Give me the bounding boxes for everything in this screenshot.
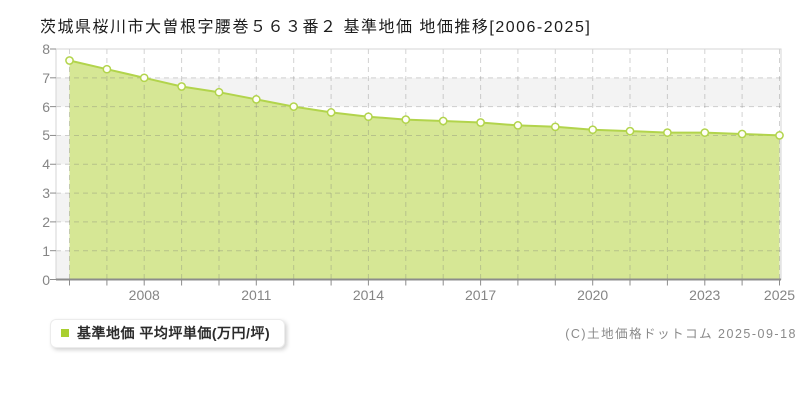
legend-label: 基準地価 平均坪単価(万円/坪) [77, 325, 271, 341]
data-point-2011 [251, 95, 261, 104]
y-axis-label: 4 [42, 156, 50, 173]
y-axis-label: 1 [42, 242, 50, 259]
data-point-2016 [438, 116, 448, 126]
y-axis-label: 6 [42, 98, 50, 115]
data-points [65, 56, 784, 140]
x-axis-label: 2020 [577, 286, 609, 303]
data-point-2023 [700, 128, 710, 137]
data-point-2007 [102, 64, 112, 74]
data-point-2021 [625, 126, 635, 136]
x-axis-label: 2023 [689, 286, 721, 303]
price-trend-chart [50, 48, 784, 286]
gridlines [56, 49, 781, 280]
area-fill [69, 60, 780, 280]
x-axis-label: 2008 [128, 286, 160, 303]
y-axis-label: 8 [42, 41, 50, 57]
data-point-2014 [364, 112, 373, 122]
copyright-text: (C)土地価格ドットコム 2025-09-18 [565, 327, 797, 341]
y-axis-label: 7 [42, 69, 50, 86]
axis-ticks [50, 48, 780, 286]
y-axis-label: 5 [42, 127, 50, 144]
chart-title: 茨城県桜川市大曽根字腰巻５６３番２ 基準地価 地価推移[2006-2025] [40, 19, 592, 36]
y-axis-label: 2 [42, 213, 50, 230]
data-point-2015 [401, 115, 411, 124]
legend-marker-icon [61, 329, 69, 337]
data-point-2009 [177, 82, 186, 91]
data-point-2025 [775, 131, 784, 140]
data-point-2010 [214, 87, 224, 97]
x-axis-label: 2025 [763, 286, 796, 303]
y-axis-label: 3 [42, 185, 50, 202]
data-point-2012 [289, 102, 299, 111]
trend-line [69, 59, 780, 137]
data-point-2020 [588, 125, 598, 135]
data-point-2013 [326, 108, 336, 117]
legend: 基準地価 平均坪単価(万円/坪) [50, 319, 286, 348]
data-point-2017 [476, 118, 485, 127]
x-axis-label: 2011 [241, 286, 272, 303]
data-point-2018 [513, 121, 523, 130]
data-point-2019 [550, 122, 560, 132]
data-point-2024 [737, 129, 747, 139]
data-point-2022 [663, 128, 672, 137]
data-point-2006 [65, 56, 74, 65]
data-point-2008 [139, 73, 149, 83]
x-axis-label: 2017 [464, 286, 497, 303]
x-axis-label: 2014 [352, 286, 385, 303]
y-axis-label: 0 [42, 271, 50, 288]
